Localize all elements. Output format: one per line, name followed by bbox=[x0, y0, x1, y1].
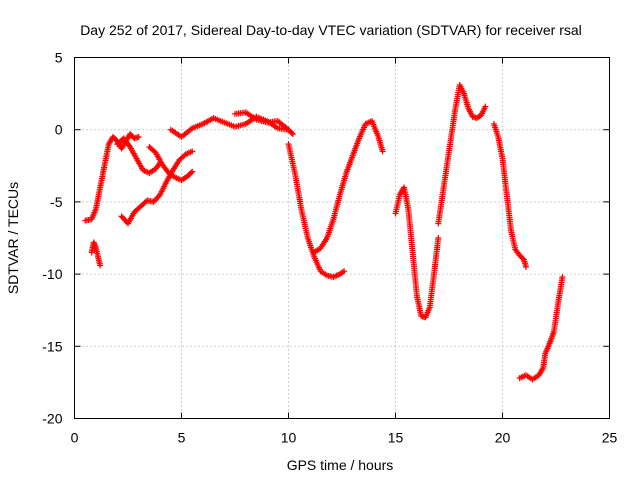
y-tick-label: -20 bbox=[42, 411, 62, 427]
series-track-3 bbox=[118, 148, 196, 227]
x-tick-label: 5 bbox=[178, 430, 186, 446]
series-track-4 bbox=[146, 144, 196, 184]
y-axis-label: SDTVAR / TECUs bbox=[5, 182, 21, 294]
series-track-2 bbox=[114, 135, 164, 177]
series-track-5 bbox=[167, 113, 296, 140]
data-marks bbox=[82, 81, 566, 383]
chart-title: Day 252 of 2017, Sidereal Day-to-day VTE… bbox=[80, 22, 582, 38]
series-track-11 bbox=[490, 120, 530, 270]
data-point bbox=[189, 148, 196, 155]
y-tick-label: 5 bbox=[55, 50, 63, 66]
x-tick-label: 15 bbox=[388, 430, 404, 446]
series-track-9 bbox=[392, 184, 442, 321]
series-track-7 bbox=[285, 141, 348, 280]
grid bbox=[74, 57, 610, 419]
data-point bbox=[482, 103, 489, 110]
data-point bbox=[379, 148, 386, 155]
data-point bbox=[188, 169, 195, 176]
x-axis-label: GPS time / hours bbox=[287, 457, 394, 473]
y-tick-label: -15 bbox=[42, 338, 62, 354]
series-track-6 bbox=[232, 109, 292, 133]
data-point bbox=[435, 235, 442, 241]
y-tick-label: 0 bbox=[55, 122, 63, 138]
data-point bbox=[285, 126, 292, 133]
x-tick-label: 25 bbox=[602, 430, 618, 446]
axis-tick-labels: 0 5 10 15 20 25 5 0 -5 -10 -15 -20 bbox=[42, 50, 617, 446]
data-point bbox=[559, 273, 566, 280]
series-track-12 bbox=[516, 273, 566, 383]
x-tick-label: 0 bbox=[71, 430, 79, 446]
y-tick-label: -5 bbox=[50, 194, 63, 210]
data-point bbox=[341, 268, 348, 275]
axis-ticks bbox=[74, 57, 610, 419]
data-point bbox=[523, 263, 530, 270]
x-tick-label: 20 bbox=[495, 430, 511, 446]
series-track-8 bbox=[311, 118, 386, 256]
data-point bbox=[135, 133, 142, 140]
data-point bbox=[289, 131, 296, 138]
series-track-1 bbox=[82, 131, 142, 224]
y-tick-label: -10 bbox=[42, 266, 62, 282]
data-point bbox=[288, 129, 295, 136]
series-track-1b bbox=[88, 239, 104, 269]
x-tick-label: 10 bbox=[281, 430, 297, 446]
data-point bbox=[97, 262, 104, 269]
series-track-10 bbox=[435, 81, 489, 227]
data-point bbox=[189, 168, 196, 175]
plot-frame bbox=[74, 57, 610, 419]
